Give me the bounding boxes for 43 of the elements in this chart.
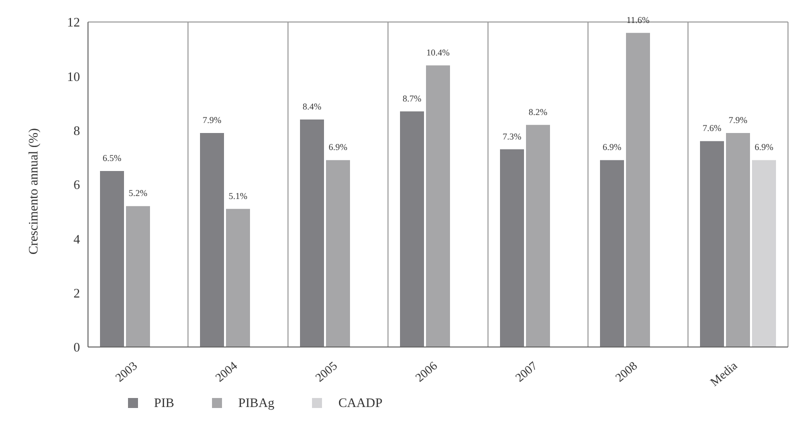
y-tick-label: 8	[74, 122, 80, 138]
bar	[400, 111, 424, 347]
bar	[100, 170, 124, 347]
bar	[126, 206, 150, 347]
data-label: 5.2%	[128, 188, 148, 198]
data-label: 6.9%	[328, 142, 348, 152]
bar	[600, 160, 624, 347]
y-tick-label: 10	[67, 68, 80, 84]
data-label: 6.9%	[602, 142, 622, 152]
data-label: 7.3%	[502, 131, 522, 142]
bar	[626, 32, 650, 347]
legend-label: CAADP	[337, 395, 382, 411]
data-label: 6.5%	[102, 152, 122, 163]
data-label: 6.9%	[754, 142, 774, 152]
bar	[700, 141, 724, 347]
bar	[500, 149, 524, 347]
data-label: 11.6%	[626, 14, 650, 25]
bar	[326, 160, 350, 347]
y-tick-label: 2	[74, 285, 80, 300]
legend-label: PIB	[153, 395, 174, 411]
bar	[300, 120, 324, 347]
data-label: 7.9%	[728, 115, 748, 126]
data-label: 8.7%	[402, 93, 422, 104]
y-tick-label: 0	[74, 340, 80, 355]
data-label: 7.9%	[202, 115, 222, 126]
bar	[752, 160, 776, 347]
data-label: 8.4%	[302, 102, 322, 112]
data-label: 7.6%	[702, 123, 722, 134]
y-tick-label: 4	[74, 231, 80, 246]
bar	[426, 65, 450, 347]
x-tick-label: 2008	[612, 358, 640, 385]
data-label: 8.2%	[528, 106, 548, 117]
bar	[526, 124, 550, 347]
y-tick-label: 12	[67, 14, 80, 30]
bar	[200, 133, 224, 347]
bar	[226, 208, 250, 347]
x-tick-label: 2003	[112, 358, 140, 385]
data-label: 10.4%	[426, 47, 450, 58]
bar	[726, 133, 750, 347]
y-tick-label: 6	[74, 177, 80, 192]
y-axis-title: Crescimento annual (%)	[26, 128, 41, 254]
legend-label: PIBAg	[237, 395, 274, 411]
data-label: 5.1%	[228, 190, 248, 201]
